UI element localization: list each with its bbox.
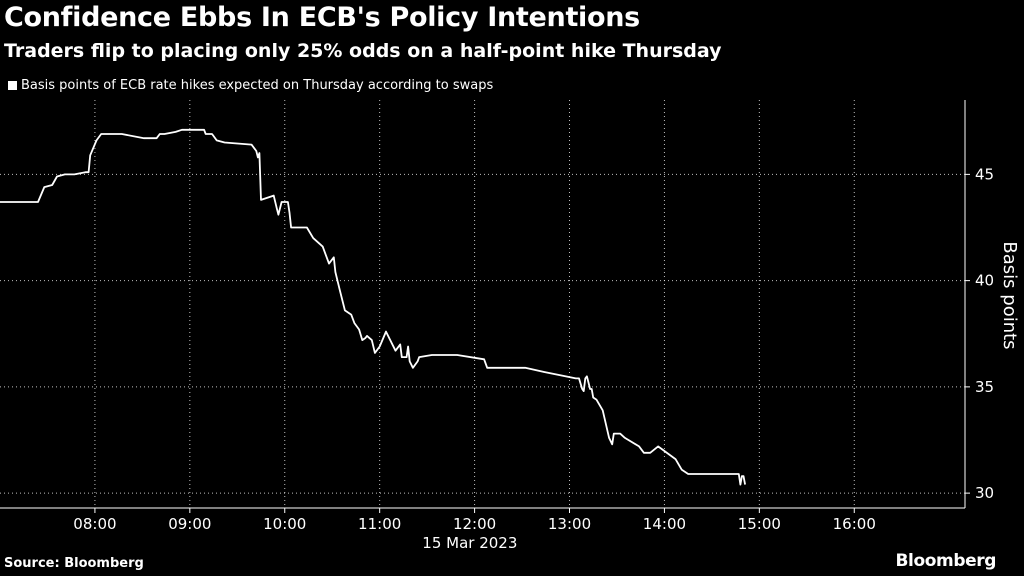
legend: Basis points of ECB rate hikes expected … <box>8 78 493 93</box>
legend-swatch <box>8 81 17 90</box>
x-tick-label: 14:00 <box>643 515 686 533</box>
x-tick-label: 10:00 <box>263 515 306 533</box>
y-axis-title: Basis points <box>999 241 1020 349</box>
y-tick-label: 45 <box>975 165 994 183</box>
x-tick-label: 11:00 <box>358 515 401 533</box>
series-line <box>0 128 746 486</box>
x-tick-label: 09:00 <box>168 515 211 533</box>
bloomberg-logo: Bloomberg <box>895 551 996 571</box>
x-tick-label: 13:00 <box>548 515 591 533</box>
source-note: Source: Bloomberg <box>4 556 144 571</box>
y-tick-label: 40 <box>975 272 994 290</box>
x-tick-label: 16:00 <box>833 515 876 533</box>
x-tick-label: 12:00 <box>453 515 496 533</box>
chart-title: Confidence Ebbs In ECB's Policy Intentio… <box>4 2 640 33</box>
x-tick-label: 15:00 <box>738 515 781 533</box>
legend-label: Basis points of ECB rate hikes expected … <box>21 78 494 93</box>
x-tick-label: 08:00 <box>73 515 116 533</box>
chart-subtitle: Traders flip to placing only 25% odds on… <box>4 40 722 62</box>
y-tick-label: 35 <box>975 378 994 396</box>
x-date-label: 15 Mar 2023 <box>422 534 517 552</box>
y-tick-label: 30 <box>975 484 994 502</box>
